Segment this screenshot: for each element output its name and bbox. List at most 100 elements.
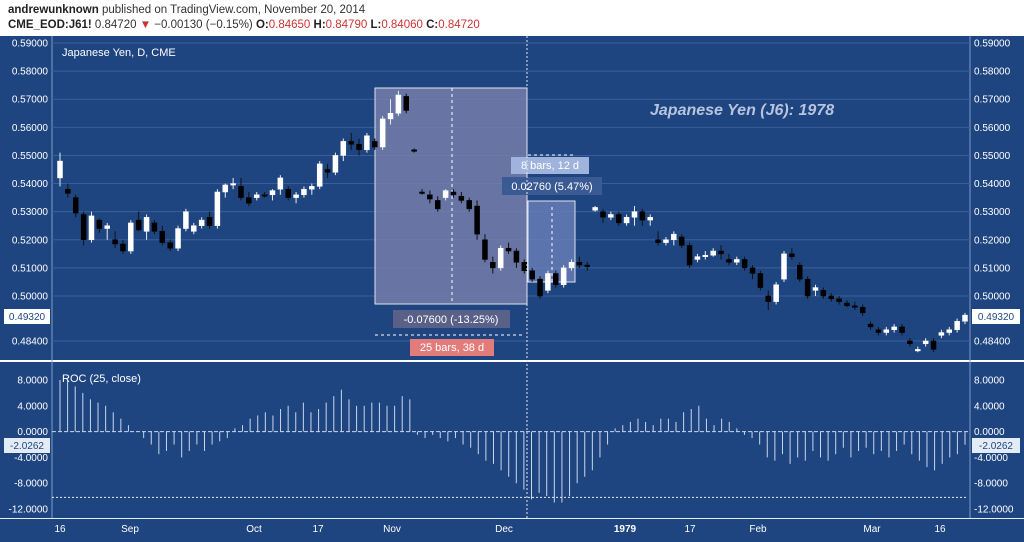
candle [277,175,284,195]
price-badge-left-text: 0.49320 [9,312,46,323]
author-name[interactable]: andrewunknown [8,4,99,16]
open-label: O: [255,19,269,31]
price-axis: 0.59000 0.59000 0.58000 0.58000 0.57000 0.570… [12,39,1011,348]
candle-body [655,239,661,243]
candle-body [505,247,512,252]
price-badge-right-text: 0.49320 [978,312,1015,323]
candle [796,262,803,282]
roc-badge-left [4,438,50,453]
measure-change-text: -0.07600 (-13.25%) [404,314,499,326]
candle-body [867,323,874,328]
price-tick-left: 0.51000 [12,263,49,274]
candle-body [372,141,378,148]
high-label: H: [313,19,326,31]
candle-body [576,262,583,266]
candle-body [812,287,819,291]
candle-body [891,326,897,330]
candle-body [844,302,850,307]
candle-body [65,188,71,194]
price-tick-right: 0.51000 [974,263,1011,274]
candle-body [671,233,677,241]
candle [883,326,890,336]
candle [411,148,417,153]
candle-body [128,222,134,252]
candle [710,248,716,257]
candle-body [600,211,606,218]
measure-bars-badge [410,339,494,356]
candle [175,225,181,252]
roc-badge-left-text: -2.0262 [10,441,44,452]
candle [151,220,158,235]
time-tick: Oct [246,524,262,535]
symbol-ticker[interactable]: CME_EOD:J61! [8,19,92,31]
candle [505,242,512,254]
candle [490,256,496,274]
price-tick-right: 0.57000 [974,95,1011,106]
candle-body [411,149,417,152]
candle-body [781,253,787,280]
time-axis: 16 Sep Oct 17 Nov Dec 1979 17 Feb Mar 16 [54,524,946,535]
candle-body [301,188,307,196]
candle [844,300,850,308]
candle-body [167,242,173,249]
time-tick: Dec [495,524,513,535]
candle-body [615,214,622,224]
candle-body [206,217,213,226]
candle [962,312,968,325]
candle [419,189,425,195]
price-tick-left: 0.55000 [12,151,49,162]
roc-histogram [59,380,966,503]
candle [222,183,229,198]
candle-body [899,326,905,333]
instrument-label: Japanese Yen, D, CME [62,47,176,59]
price-change: −0.00130 (−0.15%) [154,19,253,31]
candle-body [253,194,260,198]
candle-body [513,250,520,263]
candle [560,265,567,288]
candle [592,206,598,212]
candle [143,214,150,240]
candle-body [466,200,472,210]
candle [671,231,677,246]
candle-body [883,329,890,333]
candle-body [379,118,386,148]
roc-tick-right: -4.0000 [974,453,1008,464]
candle [781,251,787,282]
candle-body [686,245,693,266]
candle-body [678,236,685,246]
candle [867,321,874,330]
measure-zone-drop[interactable] [374,87,528,305]
candle-body [828,295,834,300]
roc-tick-right: -12.0000 [974,505,1014,516]
candle-body [356,143,362,151]
candle-body [222,184,229,193]
candle-body [647,217,653,221]
candle [332,152,339,176]
candle-body [419,191,425,194]
candle-body [57,160,63,179]
candle-body [482,239,488,260]
candle [631,206,638,226]
chart-canvas[interactable]: 0.59000 0.59000 0.58000 0.58000 0.57000 0.570… [0,36,1024,542]
candle [836,296,842,305]
measure-rise-bars-badge [511,157,589,174]
candle-body [741,259,748,269]
candle-body [80,214,87,241]
candle-body [702,254,709,257]
candle-body [497,247,504,269]
measure-tool-drop[interactable]: -0.07600 (-13.25%) 25 bars, 38 d [374,87,528,356]
candle [741,256,748,271]
candle [789,248,795,260]
time-tick: Sep [121,524,139,535]
roc-tick-left: 8.0000 [17,376,48,387]
candle-body [694,256,701,260]
price-tick-left: 0.57000 [12,95,49,106]
candle [891,324,897,333]
candle [765,290,772,311]
time-tick: 17 [684,524,696,535]
candle [899,324,905,336]
candle [395,90,402,117]
candle [694,253,701,263]
price-tick-right: 0.59000 [974,39,1011,50]
roc-label: ROC (25, close) [62,373,141,385]
